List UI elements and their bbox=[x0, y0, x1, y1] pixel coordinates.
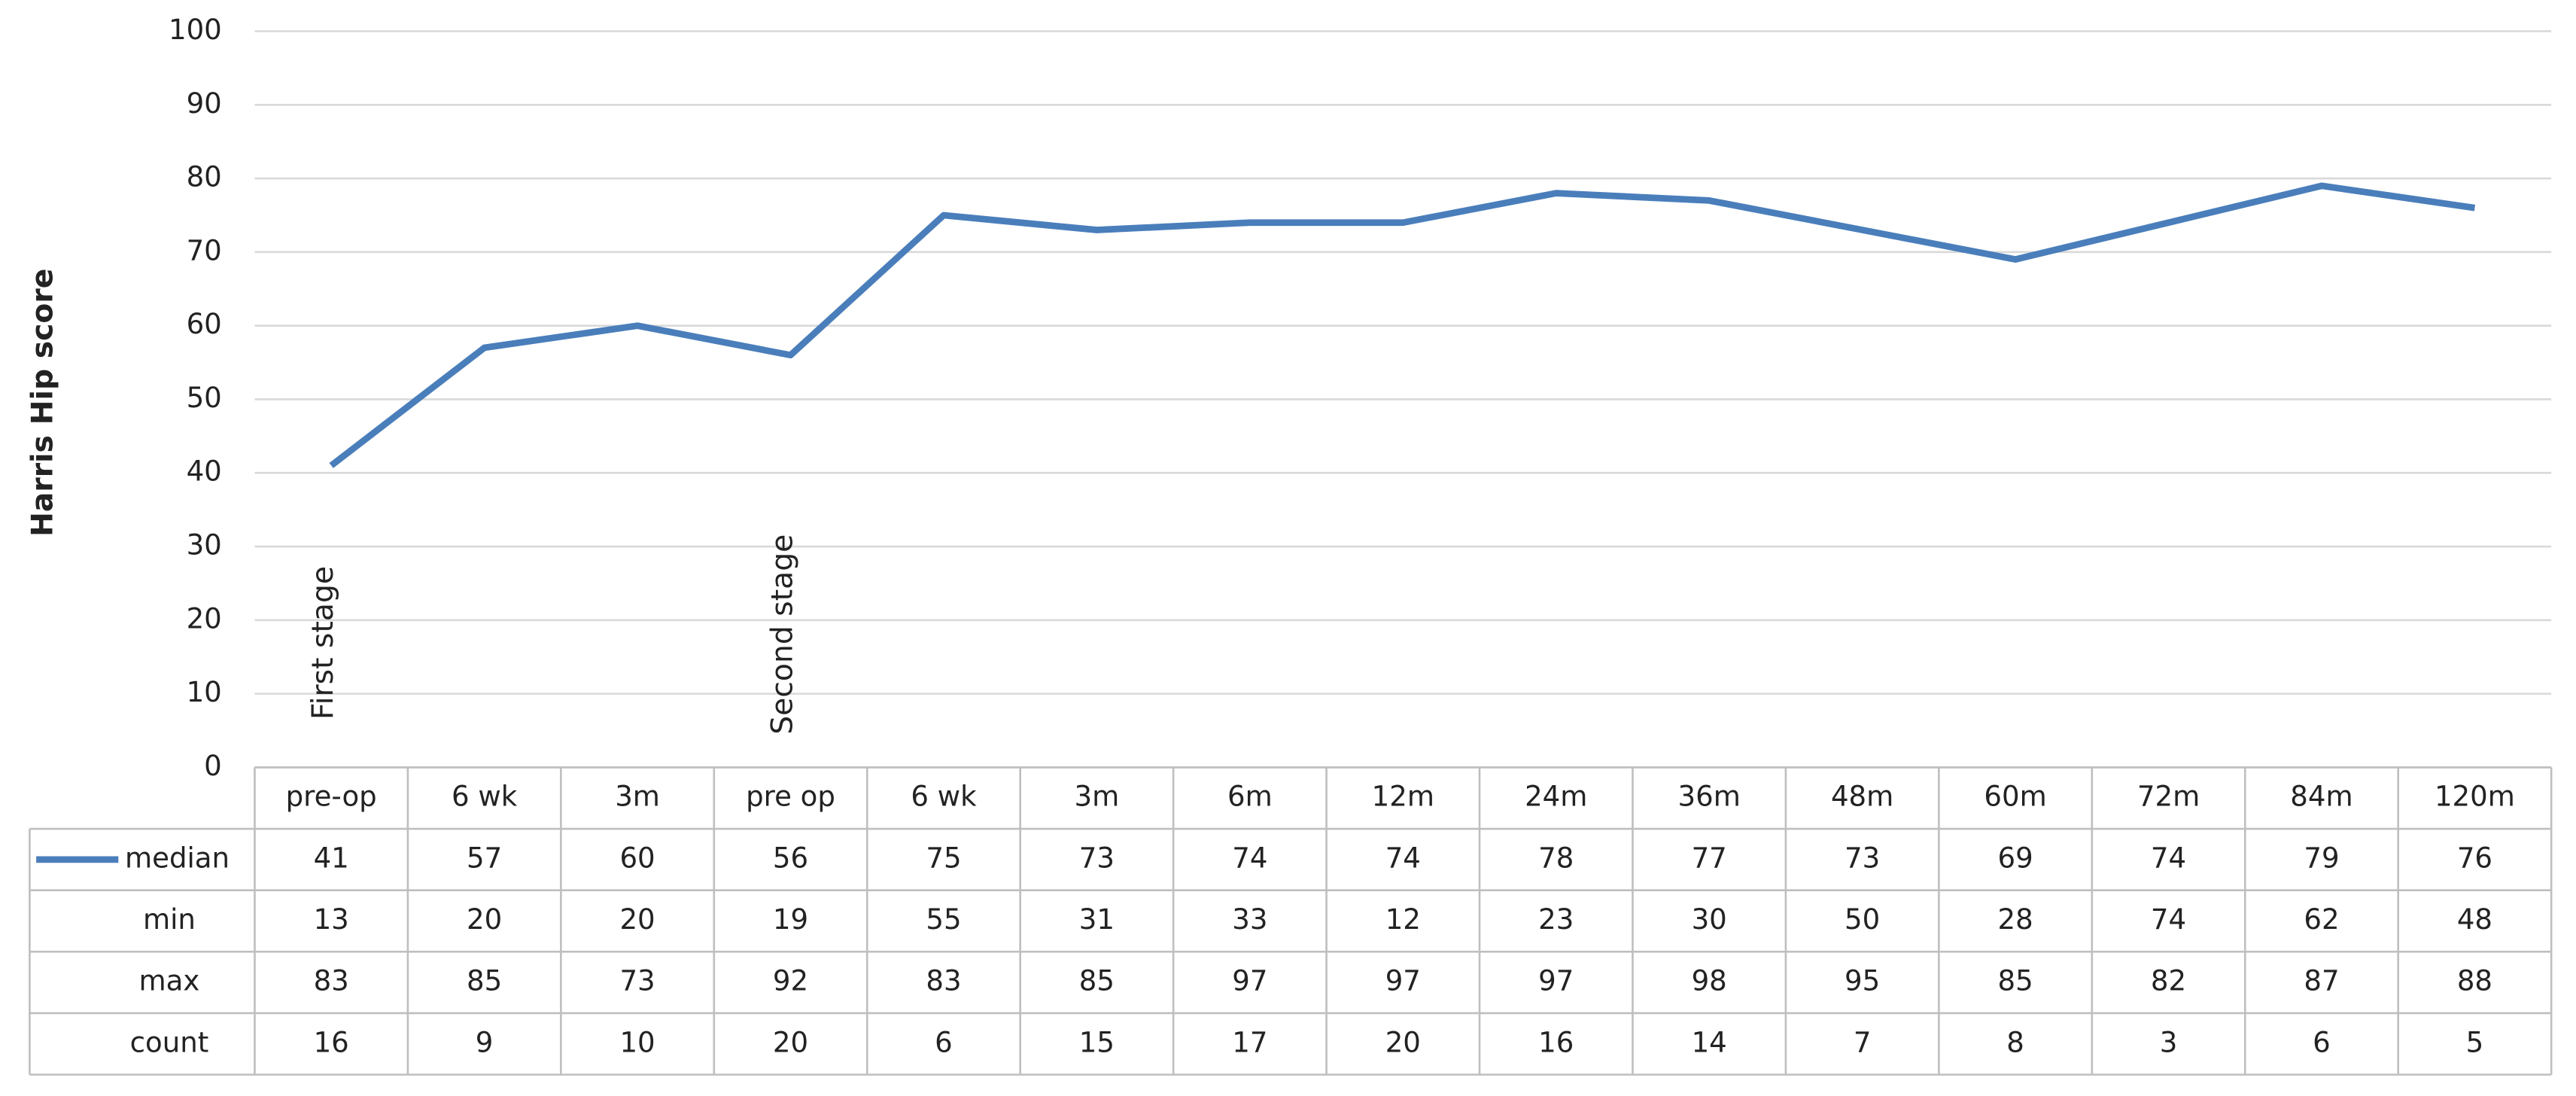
x-tick-label: 120m bbox=[2435, 781, 2515, 813]
table-value: 20 bbox=[1385, 1026, 1421, 1058]
table-value: 85 bbox=[1997, 965, 2033, 997]
table-value: 62 bbox=[2304, 903, 2339, 936]
y-tick-label: 70 bbox=[187, 234, 222, 266]
table-value: 12 bbox=[1385, 903, 1421, 936]
x-tick-label: 6 wk bbox=[452, 781, 518, 813]
table-value: 98 bbox=[1692, 965, 1727, 997]
y-tick-label: 90 bbox=[187, 87, 222, 120]
row-label: count bbox=[130, 1026, 209, 1058]
x-tick-label: 6m bbox=[1227, 781, 1273, 813]
table-value: 74 bbox=[2151, 842, 2186, 874]
table-value: 50 bbox=[1845, 903, 1880, 936]
table-value: 30 bbox=[1692, 903, 1727, 936]
table-value: 60 bbox=[619, 842, 655, 874]
x-tick-label: 24m bbox=[1525, 781, 1587, 813]
table-value: 16 bbox=[1538, 1026, 1574, 1058]
table-value: 14 bbox=[1692, 1026, 1727, 1058]
table-value: 95 bbox=[1845, 965, 1880, 997]
y-tick-label: 80 bbox=[187, 161, 222, 193]
table-value: 5 bbox=[2466, 1026, 2484, 1058]
table-value: 88 bbox=[2457, 965, 2492, 997]
table-value: 76 bbox=[2457, 842, 2492, 874]
y-tick-label: 60 bbox=[187, 308, 222, 340]
table-value: 7 bbox=[1854, 1026, 1872, 1058]
table-value: 16 bbox=[314, 1026, 349, 1058]
x-tick-label: 84m bbox=[2290, 781, 2352, 813]
table-value: 83 bbox=[926, 965, 961, 997]
table-value: 10 bbox=[619, 1026, 655, 1058]
table-value: 3 bbox=[2160, 1026, 2178, 1058]
table-value: 20 bbox=[619, 903, 655, 936]
legend-label: median bbox=[125, 842, 230, 874]
x-tick-label: pre-op bbox=[286, 781, 377, 813]
table-value: 56 bbox=[773, 842, 808, 874]
table-value: 74 bbox=[1385, 842, 1421, 874]
row-label: max bbox=[139, 965, 200, 997]
table-value: 83 bbox=[314, 965, 349, 997]
table-value: 41 bbox=[314, 842, 349, 874]
series-line bbox=[329, 182, 2476, 468]
table-value: 69 bbox=[1997, 842, 2033, 874]
annotation: Second stage bbox=[765, 534, 799, 735]
y-tick-label: 0 bbox=[204, 750, 222, 782]
table-value: 74 bbox=[2151, 903, 2186, 936]
table-value: 73 bbox=[619, 965, 655, 997]
table-value: 48 bbox=[2457, 903, 2492, 936]
x-tick-label: 3m bbox=[615, 781, 660, 813]
table-value: 17 bbox=[1232, 1026, 1267, 1058]
y-tick-label: 20 bbox=[187, 602, 222, 635]
table-value: 6 bbox=[935, 1026, 953, 1058]
table-value: 87 bbox=[2304, 965, 2339, 997]
table-value: 13 bbox=[314, 903, 349, 936]
table-value: 73 bbox=[1079, 842, 1115, 874]
table-value: 77 bbox=[1692, 842, 1727, 874]
table-value: 20 bbox=[467, 903, 502, 936]
x-tick-label: 48m bbox=[1831, 781, 1893, 813]
table-value: 57 bbox=[467, 842, 502, 874]
table-value: 8 bbox=[2006, 1026, 2024, 1058]
table-value: 97 bbox=[1232, 965, 1267, 997]
table-value: 97 bbox=[1538, 965, 1574, 997]
table-value: 55 bbox=[926, 903, 961, 936]
x-tick-label: 12m bbox=[1372, 781, 1434, 813]
table-value: 79 bbox=[2304, 842, 2339, 874]
table-value: 19 bbox=[773, 903, 808, 936]
table-value: 20 bbox=[773, 1026, 808, 1058]
x-tick-label: pre op bbox=[746, 781, 835, 813]
table-value: 92 bbox=[773, 965, 808, 997]
table-value: 23 bbox=[1538, 903, 1574, 936]
table-value: 78 bbox=[1538, 842, 1574, 874]
x-tick-label: 60m bbox=[1984, 781, 2046, 813]
y-tick-label: 10 bbox=[187, 676, 222, 708]
x-tick-label: 36m bbox=[1678, 781, 1741, 813]
table-value: 31 bbox=[1079, 903, 1115, 936]
table-value: 28 bbox=[1997, 903, 2033, 936]
table-value: 73 bbox=[1845, 842, 1880, 874]
table-value: 97 bbox=[1385, 965, 1421, 997]
table-value: 85 bbox=[1079, 965, 1115, 997]
y-tick-label: 100 bbox=[169, 14, 222, 46]
table-value: 85 bbox=[467, 965, 502, 997]
y-tick-label: 40 bbox=[187, 455, 222, 488]
x-tick-label: 3m bbox=[1075, 781, 1120, 813]
y-axis-title: Harris Hip score bbox=[26, 269, 60, 537]
table-value: 15 bbox=[1079, 1026, 1115, 1058]
y-tick-label: 30 bbox=[187, 529, 222, 562]
table-value: 75 bbox=[926, 842, 961, 874]
table-value: 9 bbox=[476, 1026, 494, 1058]
x-tick-label: 6 wk bbox=[911, 781, 977, 813]
table-value: 33 bbox=[1232, 903, 1267, 936]
annotation: First stage bbox=[306, 566, 340, 720]
row-label: min bbox=[143, 903, 196, 936]
x-tick-label: 72m bbox=[2137, 781, 2200, 813]
table-value: 6 bbox=[2313, 1026, 2331, 1058]
table-value: 74 bbox=[1232, 842, 1267, 874]
table-value: 82 bbox=[2151, 965, 2186, 997]
y-tick-label: 50 bbox=[187, 382, 222, 414]
